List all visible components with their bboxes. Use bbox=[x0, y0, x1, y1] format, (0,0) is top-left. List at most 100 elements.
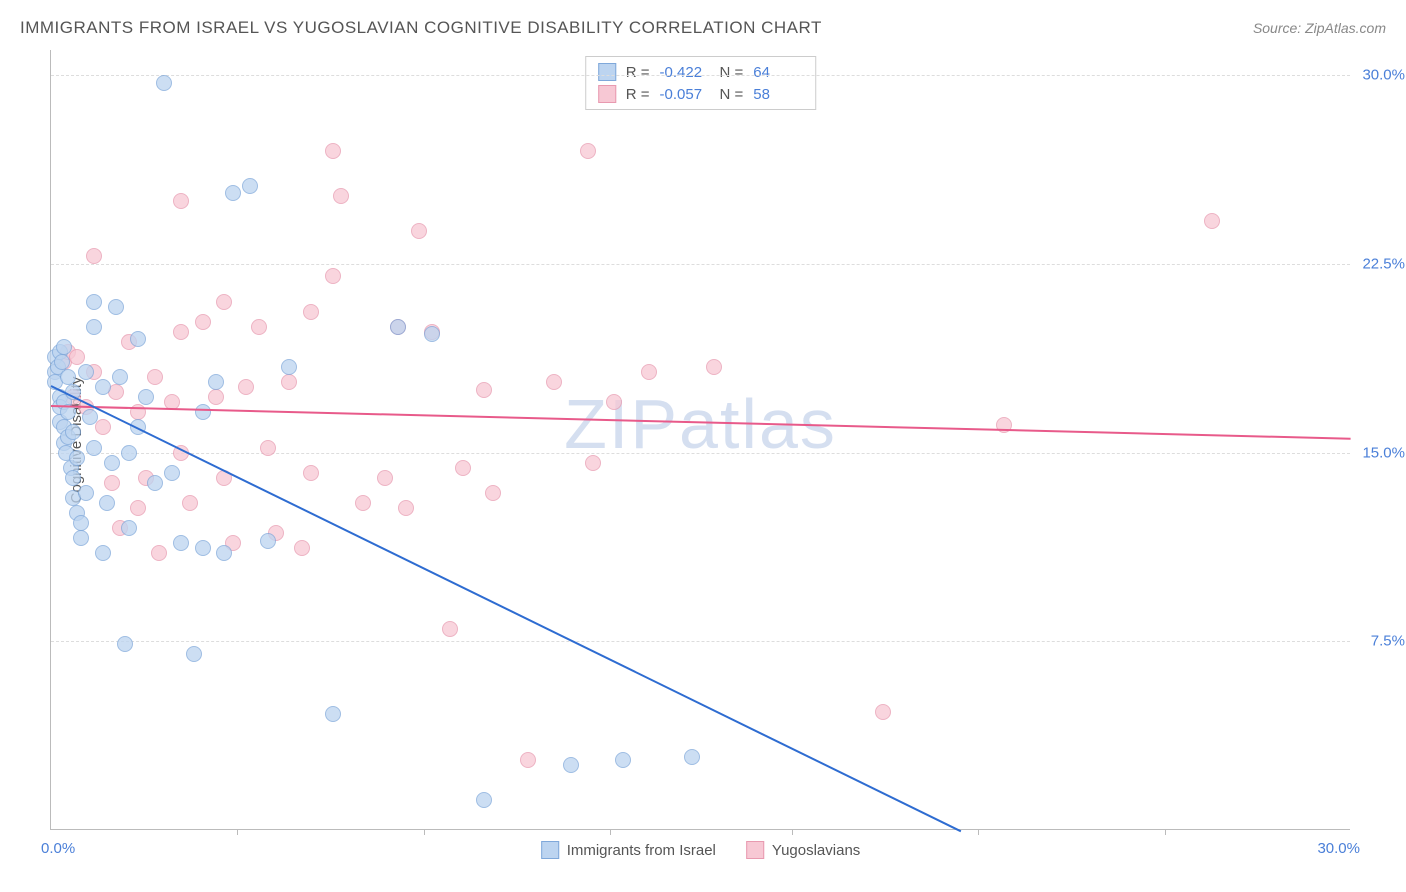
series2-point bbox=[520, 752, 536, 768]
series1-point bbox=[195, 404, 211, 420]
series2-point bbox=[182, 495, 198, 511]
series1-point bbox=[684, 749, 700, 765]
series2-point bbox=[216, 294, 232, 310]
series1-point bbox=[476, 792, 492, 808]
series1-point bbox=[173, 535, 189, 551]
chart-title: IMMIGRANTS FROM ISRAEL VS YUGOSLAVIAN CO… bbox=[20, 18, 822, 38]
y-tick-label: 7.5% bbox=[1371, 633, 1405, 650]
series2-point bbox=[875, 704, 891, 720]
series1-point bbox=[108, 299, 124, 315]
series1-point bbox=[65, 470, 81, 486]
series1-point bbox=[186, 646, 202, 662]
n-value-1: 64 bbox=[753, 64, 803, 81]
series1-point bbox=[121, 445, 137, 461]
x-tick bbox=[237, 829, 238, 835]
r-label: R = bbox=[626, 86, 650, 103]
n-label: N = bbox=[720, 86, 744, 103]
series2-point bbox=[208, 389, 224, 405]
series2-point bbox=[1204, 213, 1220, 229]
series1-point bbox=[138, 389, 154, 405]
series2-point bbox=[442, 621, 458, 637]
series1-point bbox=[65, 424, 81, 440]
swatch-series1 bbox=[598, 63, 616, 81]
chart-header: IMMIGRANTS FROM ISRAEL VS YUGOSLAVIAN CO… bbox=[20, 18, 1386, 38]
series1-point bbox=[225, 185, 241, 201]
series2-point bbox=[355, 495, 371, 511]
series1-point bbox=[195, 540, 211, 556]
legend-swatch-2 bbox=[746, 841, 764, 859]
series2-point bbox=[195, 314, 211, 330]
gridline bbox=[51, 75, 1350, 76]
series1-point bbox=[563, 757, 579, 773]
series1-point bbox=[73, 515, 89, 531]
series2-point bbox=[95, 419, 111, 435]
series1-point bbox=[208, 374, 224, 390]
series2-point bbox=[281, 374, 297, 390]
series2-point bbox=[303, 465, 319, 481]
series1-point bbox=[112, 369, 128, 385]
series2-point bbox=[485, 485, 501, 501]
x-tick bbox=[1165, 829, 1166, 835]
x-tick bbox=[424, 829, 425, 835]
n-value-2: 58 bbox=[753, 86, 803, 103]
x-axis-label-max: 30.0% bbox=[1317, 840, 1360, 857]
series2-point bbox=[294, 540, 310, 556]
r-value-1: -0.422 bbox=[660, 64, 710, 81]
series1-point bbox=[73, 530, 89, 546]
series2-point bbox=[69, 349, 85, 365]
series2-point bbox=[398, 500, 414, 516]
series1-point bbox=[86, 440, 102, 456]
series1-point bbox=[216, 545, 232, 561]
x-axis-label-min: 0.0% bbox=[41, 840, 75, 857]
legend-label-2: Yugoslavians bbox=[772, 842, 860, 859]
series2-point bbox=[706, 359, 722, 375]
legend-swatch-1 bbox=[541, 841, 559, 859]
series2-point bbox=[476, 382, 492, 398]
legend-item-2: Yugoslavians bbox=[746, 841, 860, 859]
gridline bbox=[51, 641, 1350, 642]
series2-point bbox=[251, 319, 267, 335]
series1-point bbox=[95, 379, 111, 395]
swatch-series2 bbox=[598, 85, 616, 103]
series2-point bbox=[333, 188, 349, 204]
series1-point bbox=[95, 545, 111, 561]
series1-point bbox=[325, 706, 341, 722]
series2-point bbox=[147, 369, 163, 385]
series2-point bbox=[151, 545, 167, 561]
series2-point bbox=[641, 364, 657, 380]
series1-point bbox=[390, 319, 406, 335]
n-label: N = bbox=[720, 64, 744, 81]
series2-point bbox=[104, 475, 120, 491]
series1-point bbox=[281, 359, 297, 375]
series2-point bbox=[325, 268, 341, 284]
x-tick bbox=[978, 829, 979, 835]
series1-point bbox=[78, 485, 94, 501]
legend: Immigrants from Israel Yugoslavians bbox=[541, 841, 861, 859]
legend-item-1: Immigrants from Israel bbox=[541, 841, 716, 859]
x-tick bbox=[792, 829, 793, 835]
gridline bbox=[51, 264, 1350, 265]
series2-trendline bbox=[51, 405, 1351, 440]
gridline bbox=[51, 453, 1350, 454]
series1-point bbox=[56, 339, 72, 355]
series1-point bbox=[164, 465, 180, 481]
series2-point bbox=[303, 304, 319, 320]
series1-point bbox=[78, 364, 94, 380]
series1-point bbox=[242, 178, 258, 194]
series1-point bbox=[104, 455, 120, 471]
series1-point bbox=[147, 475, 163, 491]
series2-point bbox=[260, 440, 276, 456]
series1-point bbox=[54, 354, 70, 370]
series1-point bbox=[60, 369, 76, 385]
series2-point bbox=[606, 394, 622, 410]
series1-point bbox=[615, 752, 631, 768]
source-label: Source: ZipAtlas.com bbox=[1253, 20, 1386, 36]
series1-point bbox=[99, 495, 115, 511]
series2-point bbox=[130, 500, 146, 516]
series2-point bbox=[455, 460, 471, 476]
series1-point bbox=[424, 326, 440, 342]
series2-point bbox=[238, 379, 254, 395]
series1-point bbox=[121, 520, 137, 536]
stats-box: R = -0.422 N = 64 R = -0.057 N = 58 bbox=[585, 56, 817, 110]
series2-point bbox=[580, 143, 596, 159]
